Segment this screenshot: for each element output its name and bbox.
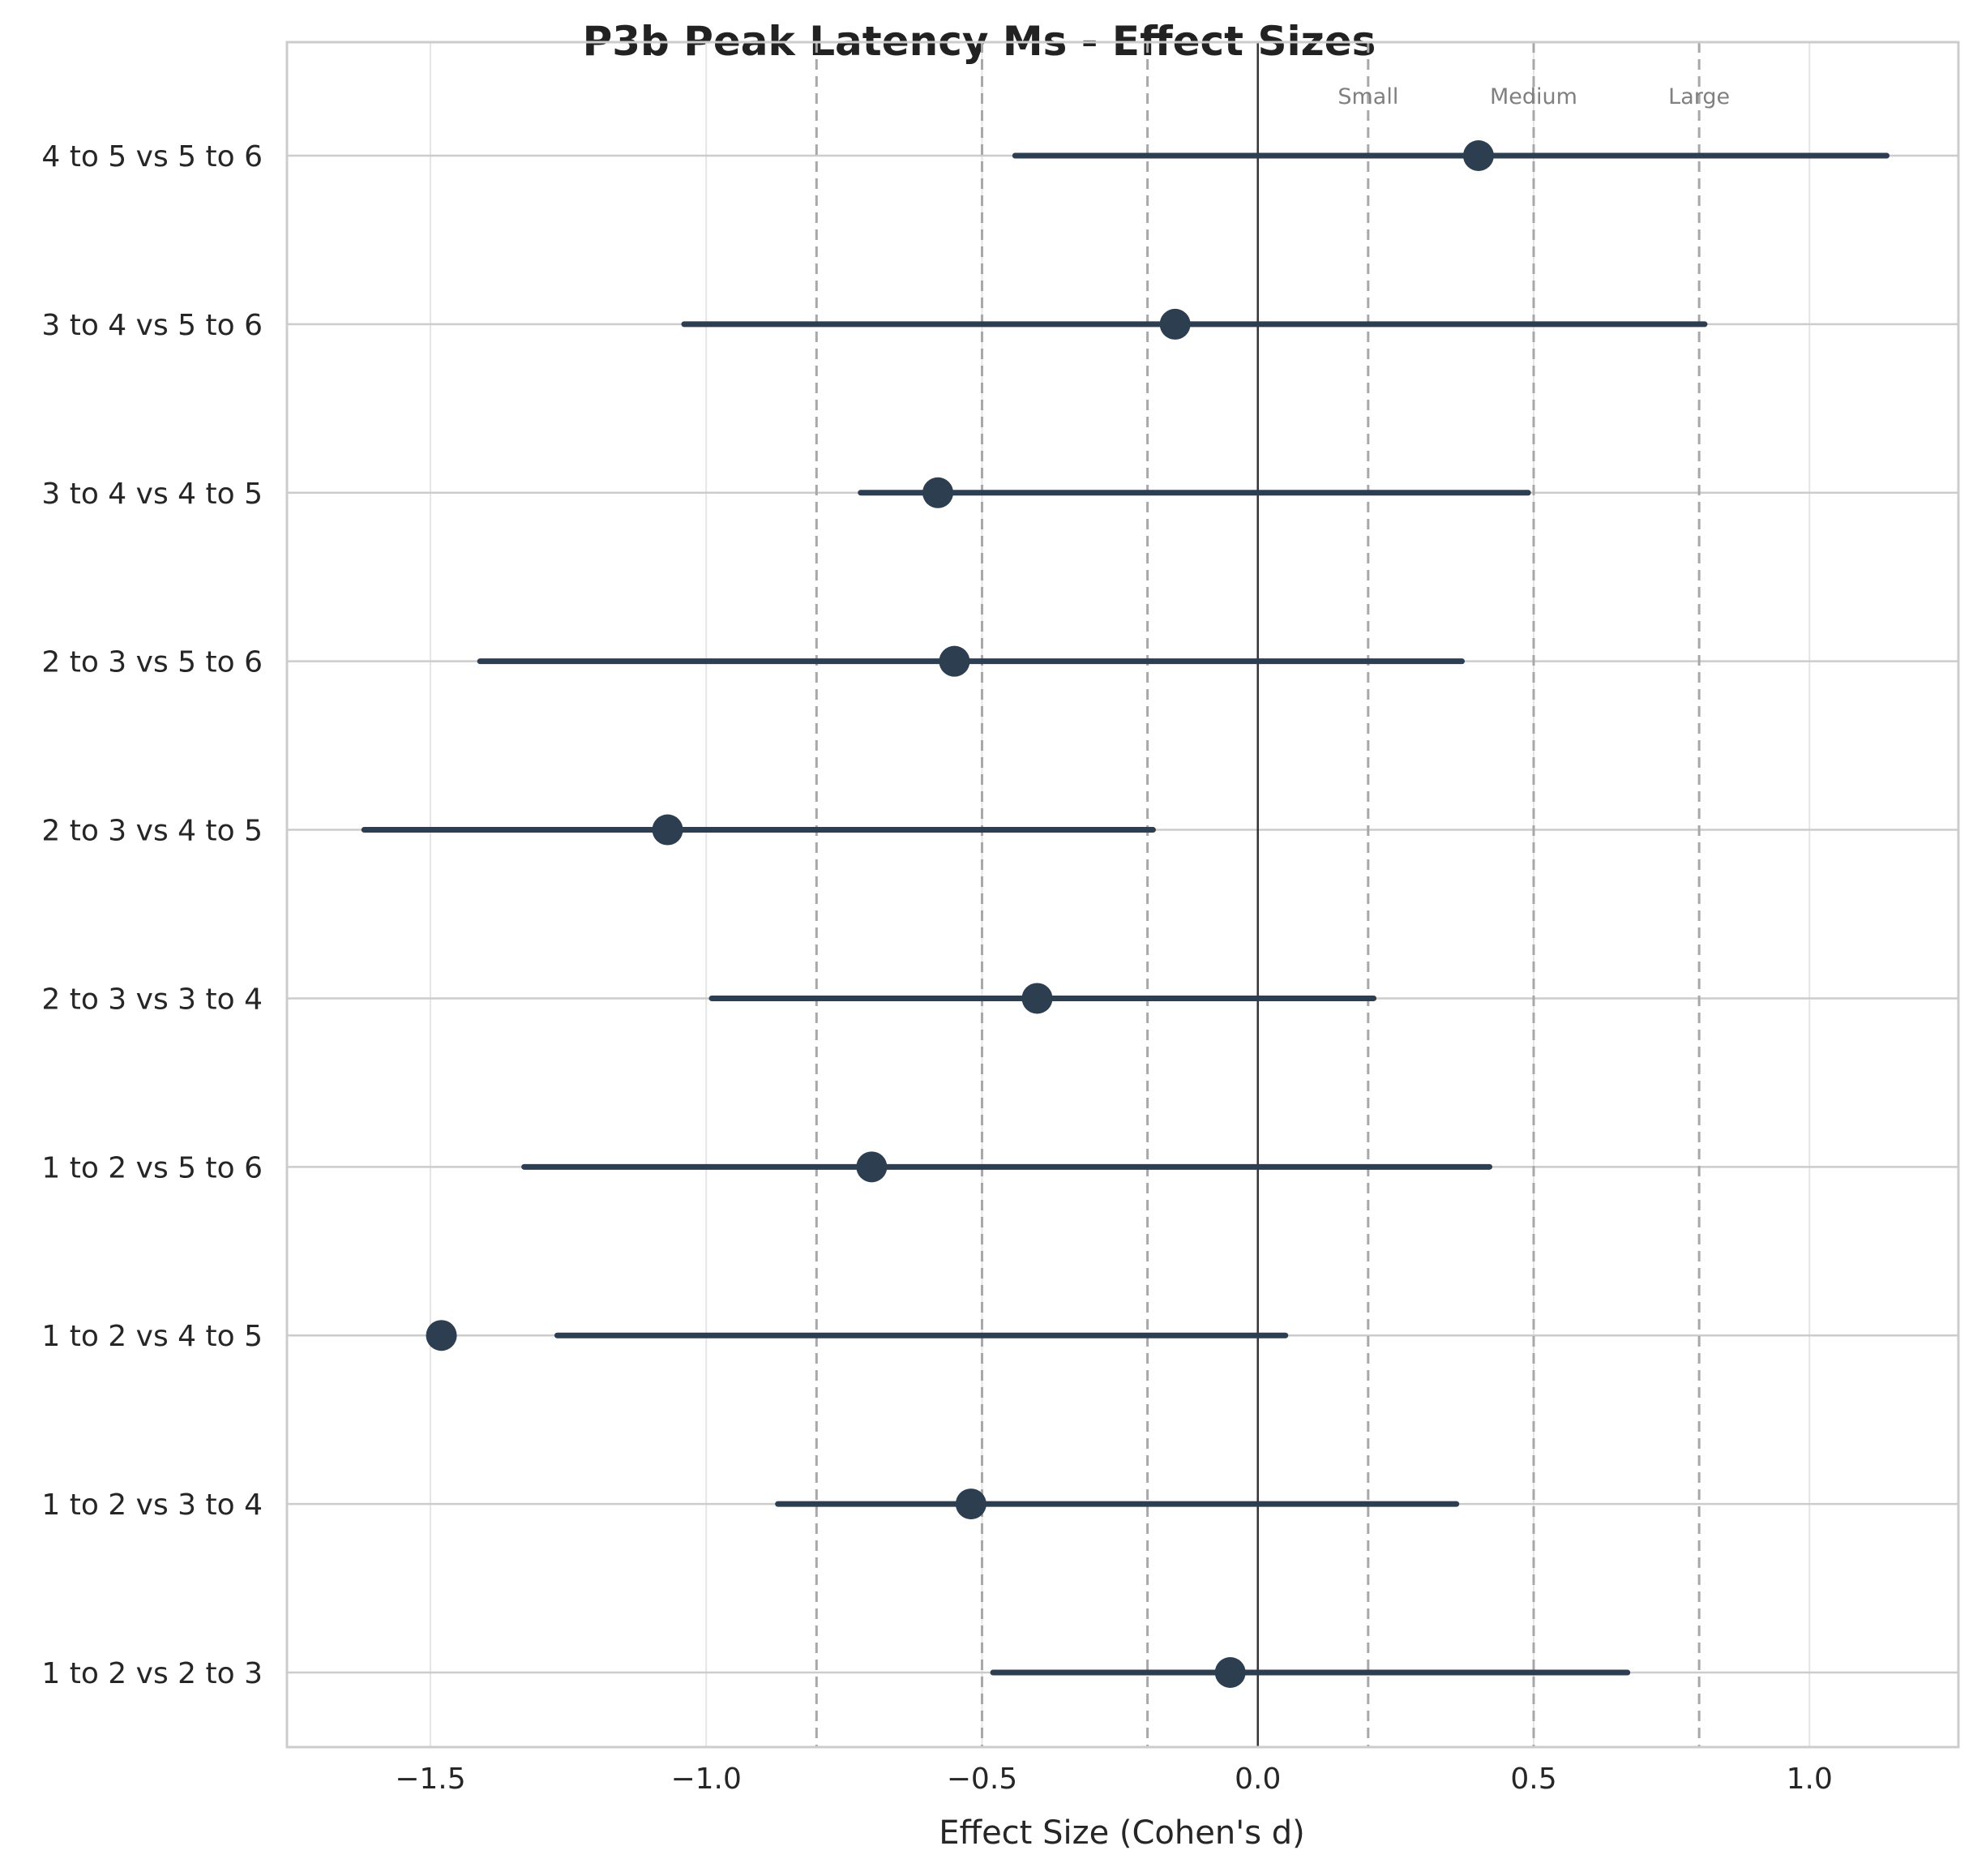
y-tick-label: 3 to 4 vs 5 to 6 bbox=[41, 309, 263, 342]
x-axis-label: Effect Size (Cohen's d) bbox=[939, 1814, 1305, 1852]
effect-point bbox=[856, 1151, 888, 1183]
threshold-label: Large bbox=[1668, 84, 1730, 109]
effect-point bbox=[1214, 1657, 1246, 1688]
y-tick-label: 2 to 3 vs 3 to 4 bbox=[41, 983, 263, 1016]
threshold-label: Medium bbox=[1490, 84, 1577, 109]
plot-frame bbox=[285, 41, 1960, 1749]
y-tick-label: 3 to 4 vs 4 to 5 bbox=[41, 478, 263, 511]
effect-point bbox=[426, 1320, 457, 1351]
effect-point bbox=[922, 477, 954, 508]
y-tick-label: 1 to 2 vs 4 to 5 bbox=[41, 1320, 263, 1353]
plot-area: Small Medium Large 4 to 5 vs 5 to 6 3 to 4 v… bbox=[41, 41, 1960, 1796]
effect-point bbox=[1159, 308, 1191, 340]
x-tick-label: −0.5 bbox=[947, 1762, 1017, 1796]
threshold-label: Small bbox=[1337, 84, 1398, 109]
x-tick-label: 0.5 bbox=[1510, 1762, 1556, 1796]
y-tick-label: 2 to 3 vs 5 to 6 bbox=[41, 646, 263, 679]
y-tick-label: 2 to 3 vs 4 to 5 bbox=[41, 815, 263, 848]
y-tick-label: 1 to 2 vs 2 to 3 bbox=[41, 1657, 263, 1690]
y-tick-label: 1 to 2 vs 3 to 4 bbox=[41, 1488, 263, 1522]
effect-point bbox=[955, 1488, 986, 1520]
effect-point bbox=[939, 645, 970, 677]
effect-point bbox=[1021, 983, 1053, 1014]
effect-point bbox=[1462, 140, 1494, 171]
x-tick-label: −1.0 bbox=[670, 1762, 741, 1796]
y-tick-label: 4 to 5 vs 5 to 6 bbox=[41, 140, 263, 173]
x-tick-label: −1.5 bbox=[395, 1762, 465, 1796]
y-tick-label: 1 to 2 vs 5 to 6 bbox=[41, 1151, 263, 1184]
effect-point bbox=[652, 814, 683, 846]
x-tick-label: 0.0 bbox=[1235, 1762, 1281, 1796]
x-tick-label: 1.0 bbox=[1787, 1762, 1833, 1796]
